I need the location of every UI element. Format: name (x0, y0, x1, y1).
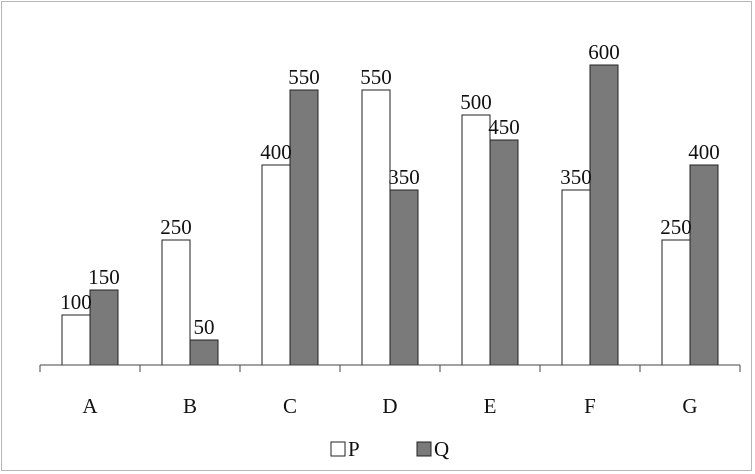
bar-Q-A (89, 289, 119, 366)
x-tick-label-D: D (382, 394, 397, 418)
bar-P-D (361, 89, 391, 366)
bar-P-C (261, 164, 291, 366)
bar-P-E (461, 114, 491, 366)
x-tick-label-C: C (283, 394, 297, 418)
bar-P-B (161, 239, 191, 366)
legend-swatch-Q (416, 441, 432, 457)
legend-label-Q: Q (434, 437, 449, 461)
data-label-P-A: 100 (60, 290, 92, 314)
data-label-P-G: 250 (660, 215, 692, 239)
data-label-P-E: 500 (460, 90, 492, 114)
data-label-P-F: 350 (560, 165, 592, 189)
data-label-P-C: 400 (260, 140, 292, 164)
data-label-Q-D: 350 (388, 165, 420, 189)
bars-group (61, 64, 719, 366)
data-label-Q-C: 550 (288, 65, 320, 89)
bar-Q-E (489, 139, 519, 366)
data-label-Q-A: 150 (88, 265, 120, 289)
data-label-P-D: 550 (360, 65, 392, 89)
x-tick-label-F: F (584, 394, 596, 418)
bar-P-F (561, 189, 591, 366)
legend-label-P: P (348, 437, 360, 461)
x-tick-label-E: E (484, 394, 497, 418)
data-label-Q-B: 50 (194, 315, 215, 339)
x-tick-label-G: G (682, 394, 697, 418)
data-label-P-B: 250 (160, 215, 192, 239)
data-label-Q-E: 450 (488, 115, 520, 139)
data-label-Q-F: 600 (588, 40, 620, 64)
bar-P-G (661, 239, 691, 366)
x-tick-label-B: B (183, 394, 197, 418)
x-axis: A B C D E F G (39, 364, 741, 418)
bar-Q-F (589, 64, 619, 366)
bar-Q-C (289, 89, 319, 366)
bar-P-A (61, 314, 91, 366)
x-tick-label-A: A (82, 394, 98, 418)
legend-swatch-P (330, 441, 346, 457)
bar-Q-D (389, 189, 419, 366)
bar-Q-B (189, 339, 219, 366)
bar-Q-G (689, 164, 719, 366)
data-label-Q-G: 400 (688, 140, 720, 164)
